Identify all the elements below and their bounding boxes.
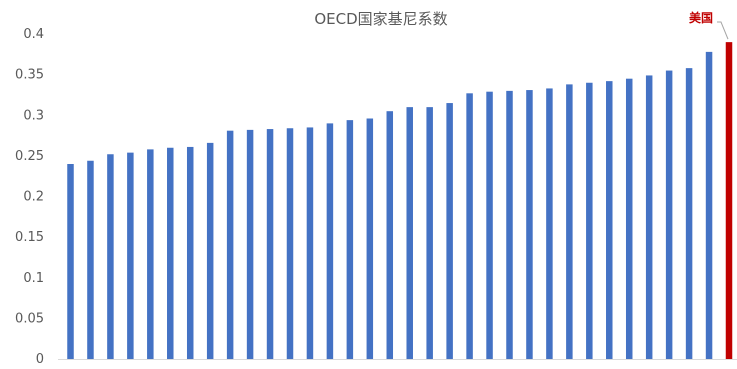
bar (606, 81, 613, 359)
bar (387, 111, 394, 359)
bar (526, 90, 533, 359)
bar (546, 88, 553, 359)
y-tick-label: 0.05 (15, 311, 44, 326)
y-tick-label: 0.2 (23, 190, 44, 205)
bar (247, 130, 254, 359)
bar (87, 161, 94, 359)
bars-group (67, 42, 732, 359)
bar (287, 128, 294, 359)
bar (686, 68, 693, 359)
bar (566, 84, 573, 359)
bar (147, 149, 154, 359)
y-tick-label: 0.3 (23, 108, 44, 123)
bar (367, 119, 374, 360)
bar (67, 164, 74, 359)
y-axis: 0 0.05 0.1 0.15 0.2 0.25 0.3 0.35 0.4 (15, 27, 44, 367)
chart-title: OECD国家基尼系数 (314, 10, 447, 28)
y-tick-label: 0 (36, 352, 44, 367)
bar (267, 129, 274, 359)
bar (646, 75, 653, 359)
y-tick-label: 0.1 (23, 271, 44, 286)
bar (187, 147, 194, 359)
bar (406, 107, 413, 359)
bar (666, 71, 673, 359)
bar (506, 91, 513, 359)
y-tick-label: 0.35 (15, 68, 44, 83)
y-tick-label: 0.4 (23, 27, 44, 42)
bar (127, 153, 134, 359)
bar (327, 123, 334, 359)
bar (347, 120, 354, 359)
bar (586, 83, 593, 359)
bar (466, 93, 473, 359)
highlight-callout: 美国 (689, 10, 728, 39)
bar (207, 143, 214, 359)
bar (446, 103, 453, 359)
bar (626, 79, 633, 359)
bar (426, 107, 433, 359)
bar (307, 127, 314, 359)
bar (486, 92, 493, 359)
y-tick-label: 0.15 (15, 230, 44, 245)
highlight-label: 美国 (689, 10, 713, 25)
callout-leader-line (717, 22, 728, 39)
bar (227, 131, 234, 359)
bar (706, 52, 713, 359)
y-tick-label: 0.25 (15, 149, 44, 164)
bar (107, 154, 114, 359)
bar (167, 148, 174, 359)
bar-highlight (726, 42, 733, 359)
